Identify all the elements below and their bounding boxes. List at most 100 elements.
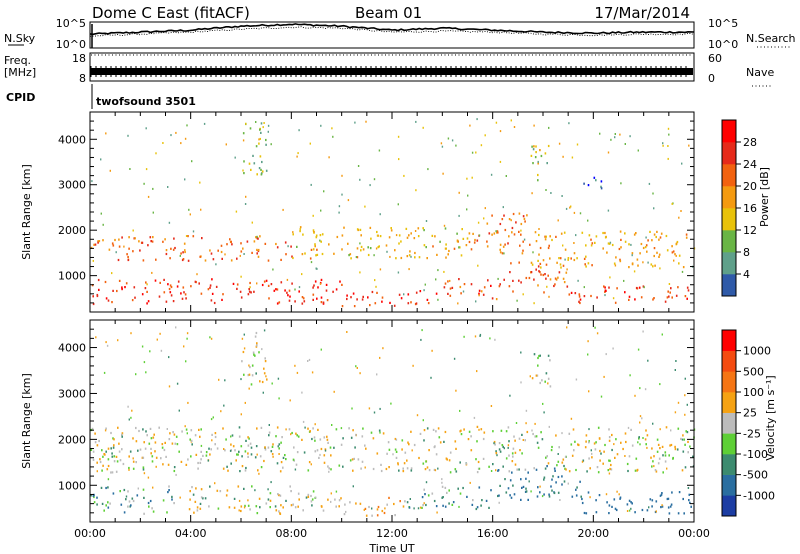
range-gate-cell: [605, 289, 607, 292]
range-gate-cell: [134, 296, 136, 299]
range-gate-cell: [279, 470, 282, 473]
range-gate-cell: [593, 442, 596, 445]
range-gate-cell: [639, 252, 641, 255]
range-gate-cell: [553, 491, 556, 495]
range-gate-cell: [119, 490, 121, 493]
range-gate-cell: [236, 287, 238, 290]
range-gate-cell: [659, 267, 661, 270]
range-gate-cell: [623, 279, 625, 282]
range-gate-cell: [687, 487, 690, 489]
range-gate-cell: [256, 173, 258, 176]
range-gate-cell: [174, 442, 177, 445]
range-gate-cell: [591, 456, 593, 459]
noise-series-group: [89, 23, 695, 48]
range-gate-cell: [547, 354, 550, 357]
range-gate-cell: [215, 285, 218, 288]
range-gate-cell: [676, 448, 679, 451]
range-gate-cell: [624, 291, 626, 294]
range-gate-cell: [476, 425, 479, 428]
range-gate-cell: [320, 447, 323, 451]
range-gate-cell: [675, 360, 677, 362]
range-gate-cell: [480, 144, 483, 147]
range-gate-cell: [418, 456, 420, 460]
range-gate-cell: [478, 467, 481, 470]
range-gate-cell: [543, 291, 545, 294]
range-gate-cell: [317, 428, 319, 431]
range-gate-cell: [316, 267, 318, 270]
range-gate-cell: [463, 335, 465, 338]
range-gate-cell: [239, 254, 241, 257]
range-gate-cell: [406, 501, 409, 504]
range-gate-cell: [163, 291, 166, 294]
range-gate-cell: [573, 449, 575, 452]
range-gate-cell: [285, 458, 287, 461]
range-gate-cell: [354, 121, 356, 124]
range-gate-cell: [186, 432, 188, 435]
range-gate-cell: [332, 290, 334, 293]
range-gate-cell: [688, 144, 690, 147]
range-gate-cell: [683, 438, 685, 441]
range-gate-cell: [547, 382, 549, 385]
range-gate-cell: [287, 294, 289, 297]
range-gate-cell: [530, 154, 533, 157]
range-gate-cell: [185, 235, 188, 237]
range-gate-cell: [97, 241, 99, 244]
range-gate-cell: [608, 512, 610, 515]
range-gate-cell: [143, 182, 145, 185]
range-gate-cell: [384, 507, 386, 510]
range-gate-cell: [655, 500, 658, 503]
range-gate-cell: [263, 459, 265, 463]
range-gate-cell: [364, 444, 366, 447]
range-gate-cell: [347, 242, 349, 245]
range-gate-cell: [435, 292, 438, 295]
range-gate-cell: [639, 421, 641, 424]
range-gate-cell: [509, 479, 512, 482]
range-gate-cell: [525, 409, 528, 412]
range-gate-cell: [288, 289, 291, 292]
range-gate-cell: [546, 455, 548, 458]
range-gate-cell: [264, 446, 266, 449]
range-gate-cell: [415, 189, 417, 192]
range-gate-cell: [327, 465, 329, 468]
range-gate-cell: [278, 510, 280, 513]
range-gate-cell: [310, 248, 313, 251]
range-gate-cell: [612, 297, 615, 300]
range-gate-cell: [551, 238, 553, 242]
range-gate-cell: [548, 493, 550, 496]
range-gate-cell: [255, 345, 258, 348]
station-title: Dome C East (fitACF): [92, 4, 250, 22]
range-gate-cell: [350, 257, 352, 260]
range-gate-cell: [355, 502, 357, 505]
range-gate-cell: [302, 297, 305, 300]
range-gate-cell: [666, 497, 669, 501]
range-gate-cell: [375, 247, 378, 250]
range-gate-cell: [264, 360, 267, 363]
range-gate-cell: [614, 264, 617, 267]
range-gate-cell: [298, 129, 300, 132]
range-gate-cell: [197, 467, 199, 470]
range-gate-cell: [551, 478, 553, 481]
range-gate-cell: [478, 234, 481, 237]
range-gate-cell: [301, 438, 303, 441]
range-gate-cell: [113, 460, 116, 463]
range-gate-cell: [208, 505, 210, 508]
range-gate-cell: [605, 493, 608, 496]
range-gate-cell: [651, 499, 654, 502]
range-gate-cell: [289, 485, 291, 488]
range-gate-cell: [166, 511, 168, 514]
range-gate-cell: [459, 409, 461, 412]
range-gate-cell: [434, 469, 437, 472]
range-gate-cell: [540, 273, 542, 276]
range-gate-cell: [659, 383, 661, 386]
range-gate-cell: [307, 469, 310, 472]
range-gate-cell: [535, 374, 538, 377]
range-gate-cell: [132, 467, 135, 470]
range-gate-cell: [267, 488, 269, 491]
freq-tick-top: 18: [72, 52, 86, 65]
range-gate-cell: [476, 506, 479, 509]
range-gate-cell: [549, 235, 551, 238]
x-tick-label: 00:00: [678, 527, 710, 540]
range-gate-cell: [315, 234, 318, 237]
range-gate-cell: [407, 302, 410, 305]
range-gate-cell: [472, 499, 474, 502]
